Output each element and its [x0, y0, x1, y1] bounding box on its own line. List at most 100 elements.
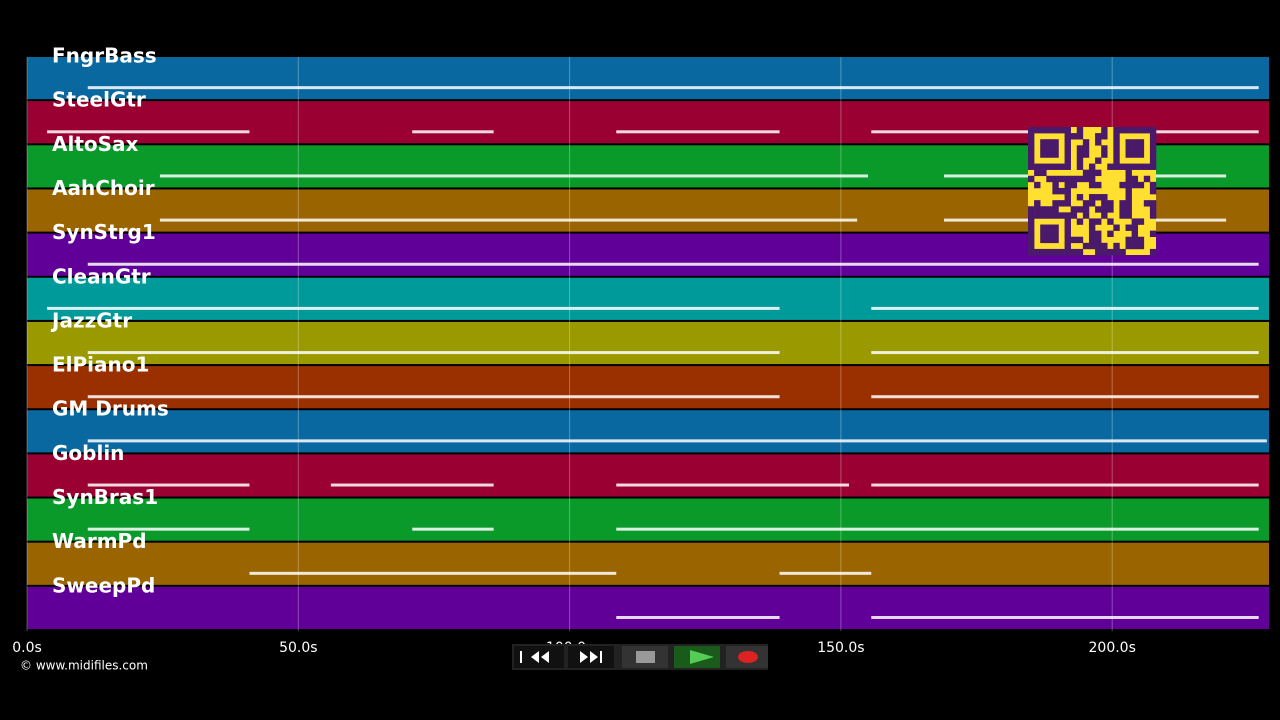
qr-cell: [1149, 187, 1157, 195]
note-segment: [871, 351, 1259, 355]
qr-cell: [1040, 212, 1047, 219]
qr-cell: [1119, 212, 1126, 219]
qr-cell: [1064, 200, 1071, 207]
track-row: [27, 366, 1269, 409]
qr-cell: [1125, 151, 1132, 158]
qr-cell: [1058, 187, 1065, 195]
qr-cell: [1095, 236, 1102, 244]
track-name: SteelGtr: [52, 88, 146, 112]
qr-cell: [1095, 133, 1102, 140]
qr-cell: [1028, 157, 1035, 164]
qr-code: [1028, 127, 1157, 256]
note-segment: [87, 86, 1259, 90]
qr-cell: [1028, 242, 1035, 250]
qr-cell: [1088, 181, 1096, 189]
qr-cell: [1088, 175, 1096, 183]
qr-cell: [1046, 230, 1053, 238]
qr-cell: [1149, 157, 1157, 164]
qr-cell: [1149, 139, 1157, 146]
qr-cell: [1052, 236, 1059, 244]
note-segment: [616, 130, 780, 134]
qr-cell: [1070, 181, 1078, 189]
rewind-button[interactable]: [514, 646, 564, 668]
qr-cell: [1028, 175, 1035, 183]
track-name: GM Drums: [52, 397, 169, 421]
qr-cell: [1070, 175, 1078, 183]
qr-cell: [1131, 218, 1139, 225]
qr-cell: [1076, 151, 1084, 158]
qr-cell: [1064, 145, 1071, 152]
note-segment: [249, 571, 617, 575]
qr-cell: [1034, 206, 1041, 213]
track-name: AahChoir: [52, 176, 155, 200]
track-name: SweepPd: [52, 573, 155, 597]
qr-cell: [1046, 163, 1053, 170]
track-name: CleanGtr: [52, 264, 151, 288]
qr-cell: [1113, 224, 1120, 231]
qr-cell: [1082, 139, 1090, 146]
qr-cell: [1149, 133, 1157, 140]
qr-cell: [1028, 212, 1035, 219]
qr-cell: [1125, 145, 1132, 152]
track-name: ElPiano1: [52, 353, 149, 377]
qr-cell: [1052, 151, 1059, 158]
qr-cell: [1088, 218, 1096, 225]
qr-cell: [1058, 212, 1065, 219]
qr-cell: [1064, 236, 1071, 244]
qr-cell: [1046, 145, 1053, 152]
qr-cell: [1028, 163, 1035, 170]
qr-cell: [1125, 224, 1132, 231]
qr-cell: [1082, 206, 1090, 213]
qr-cell: [1119, 200, 1126, 207]
track-row: [27, 586, 1269, 629]
note-segment: [87, 439, 1267, 443]
note-segment: [779, 571, 872, 575]
qr-cell: [1137, 181, 1145, 189]
qr-cell: [1076, 218, 1084, 225]
qr-cell: [1113, 145, 1120, 152]
qr-cell: [1058, 127, 1065, 134]
qr-cell: [1076, 145, 1084, 152]
copyright: © www.midifiles.com: [20, 659, 148, 673]
qr-cell: [1095, 157, 1102, 164]
qr-cell: [1046, 212, 1053, 219]
qr-cell: [1028, 145, 1035, 152]
qr-cell: [1137, 163, 1145, 170]
qr-cell: [1076, 175, 1084, 183]
qr-cell: [1101, 127, 1108, 134]
qr-cell: [1052, 206, 1059, 213]
qr-cell: [1131, 163, 1139, 170]
track-row: [27, 277, 1269, 320]
qr-cell: [1088, 236, 1096, 244]
record-button[interactable]: [726, 646, 768, 668]
stop-button[interactable]: [622, 646, 668, 668]
qr-cell: [1034, 248, 1041, 256]
qr-cell: [1137, 242, 1145, 250]
track-name: WarmPd: [52, 529, 147, 553]
qr-cell: [1088, 230, 1096, 238]
qr-cell: [1137, 236, 1145, 244]
qr-cell: [1046, 236, 1053, 244]
qr-cell: [1058, 248, 1065, 256]
qr-cell: [1064, 248, 1071, 256]
qr-cell: [1095, 169, 1102, 177]
qr-cell: [1034, 127, 1041, 134]
qr-cell: [1101, 206, 1108, 213]
qr-cell: [1149, 145, 1157, 152]
qr-cell: [1040, 224, 1047, 231]
qr-cell: [1088, 163, 1096, 170]
qr-cell: [1040, 145, 1047, 152]
qr-cell: [1040, 139, 1047, 146]
note-segment: [871, 306, 1259, 310]
qr-cell: [1064, 230, 1071, 238]
qr-cell: [1028, 133, 1035, 140]
qr-cell: [1125, 206, 1132, 213]
qr-cell: [1137, 151, 1145, 158]
track-name: FngrBass: [52, 44, 157, 68]
forward-button[interactable]: [568, 646, 614, 668]
qr-cell: [1040, 236, 1047, 244]
qr-cell: [1064, 163, 1071, 170]
play-button[interactable]: [674, 646, 720, 668]
track-name: SynStrg1: [52, 220, 156, 244]
